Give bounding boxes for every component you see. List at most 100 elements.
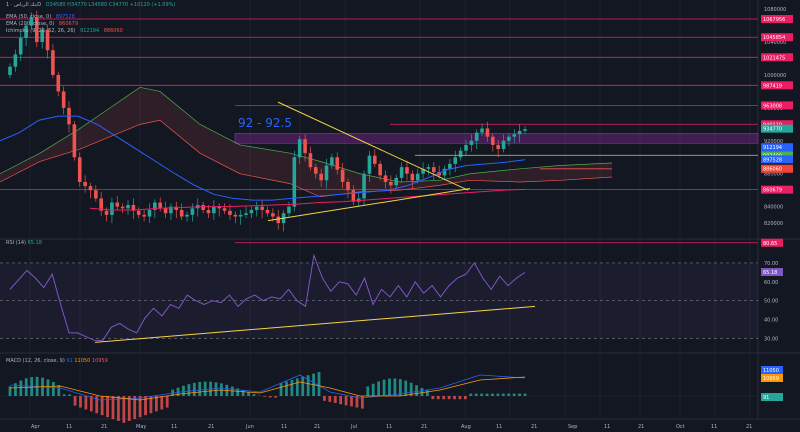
price-label-text: 934770 <box>763 127 782 133</box>
candle-body <box>458 150 463 158</box>
candle-body <box>399 167 404 178</box>
candle-body <box>185 214 189 217</box>
macd-histogram-bar <box>176 387 180 396</box>
candle-body <box>51 50 55 75</box>
macd-histogram-bar <box>8 386 12 396</box>
macd-histogram-bar <box>144 396 147 416</box>
price-label-text: 886060 <box>763 167 782 173</box>
price-label-box <box>761 185 793 194</box>
candle-body <box>147 209 152 217</box>
ichimoku-span-b <box>0 119 613 198</box>
candle-body <box>35 17 39 43</box>
macd-histogram-bar <box>165 396 169 408</box>
macd-histogram-bar <box>339 396 343 405</box>
rsi-legend[interactable]: RSI (14) 65.18 <box>6 240 42 246</box>
macd-histogram-bar <box>377 381 381 396</box>
macd-histogram-bar <box>350 396 353 407</box>
candle-body <box>378 163 382 176</box>
candle-body <box>367 155 372 174</box>
price-label-box <box>761 33 793 42</box>
resistance-zone <box>234 133 759 144</box>
candle-body <box>45 29 50 51</box>
macd-histogram-bar <box>512 393 516 396</box>
macd-histogram-bar <box>89 396 93 412</box>
macd-label-box <box>761 393 783 401</box>
macd-label-box <box>761 374 783 382</box>
ichimoku-cloud <box>0 87 612 197</box>
macd-histogram-bar <box>501 393 505 396</box>
price-label-text: 1021475 <box>763 55 785 61</box>
macd-histogram-bar <box>279 383 283 396</box>
candle-body <box>276 216 281 224</box>
rsi-tick-label: 40.00 <box>764 318 778 324</box>
ichimoku-span-a <box>0 86 613 183</box>
price-label-box <box>761 81 793 90</box>
price-label-text: 963008 <box>763 103 782 109</box>
price-label-box <box>761 124 793 133</box>
macd-label-text: 10959 <box>763 376 779 382</box>
macd-histogram-bar <box>149 396 153 414</box>
ichimoku-legend[interactable]: Ichimoku (9, 26, 52, 26, 26) 912194 8860… <box>6 28 126 35</box>
ema50-legend[interactable]: EMA (50, close, 0) 897528 <box>6 14 78 21</box>
candle-body <box>222 208 227 211</box>
macd-histogram-bar <box>382 379 386 396</box>
macd-histogram-bar <box>263 396 267 397</box>
candle-body <box>99 198 103 211</box>
zone-annotation: 92 - 92.5 <box>238 116 292 130</box>
price-label-box <box>761 53 793 62</box>
macd-legend[interactable]: MACD (12, 26, close, 9) 91 11050 10959 <box>6 358 108 364</box>
macd-histogram-bar <box>79 396 82 408</box>
macd-histogram-bar <box>388 378 391 396</box>
macd-label-box <box>761 366 783 374</box>
symbol-legend: بنك الرياض · 1D O34580 H34770 L34580 C34… <box>6 2 178 9</box>
triangle-upper-line <box>277 101 469 191</box>
ema200-legend[interactable]: EMA (200, close, 0) 860679 <box>6 21 81 28</box>
candle-body <box>88 186 93 191</box>
candle-body <box>94 190 98 199</box>
candle-body <box>351 190 356 202</box>
symbol-name: بنك الرياض · 1D <box>6 2 42 8</box>
time-tick-label: 11 <box>604 424 610 430</box>
macd-histogram-bar <box>366 386 370 396</box>
macd-histogram-bar <box>182 385 185 396</box>
macd-histogram-bar <box>453 396 456 400</box>
time-tick-label: 21 <box>101 424 107 430</box>
rsi-label: RSI (14) <box>6 240 26 246</box>
candle-body <box>480 128 484 133</box>
candle-body <box>271 213 275 217</box>
price-label-box <box>761 101 793 110</box>
macd-histogram-bar <box>415 385 418 396</box>
macd-histogram-bar <box>241 390 245 396</box>
time-tick-label: 11 <box>496 424 502 430</box>
macd-histogram-bar <box>431 396 435 400</box>
candle-body <box>244 213 248 215</box>
macd-histogram-bar <box>57 385 61 396</box>
macd-histogram-bar <box>68 394 72 396</box>
ema50-value: 897528 <box>55 14 75 20</box>
candle-body <box>120 206 125 209</box>
candle-body <box>153 202 157 210</box>
macd-histogram-bar <box>192 382 196 396</box>
macd-histogram-bar <box>138 396 142 418</box>
candle-body <box>410 173 415 181</box>
time-tick-label: 11 <box>711 424 717 430</box>
candle-body <box>61 91 66 108</box>
candle-body <box>303 139 307 154</box>
candle-body <box>389 181 393 186</box>
candle-body <box>254 206 259 210</box>
macd-histogram-bar <box>100 396 104 416</box>
candle-body <box>442 168 447 176</box>
time-tick-label: 11 <box>66 424 72 430</box>
candle-body <box>265 209 270 214</box>
candle-body <box>179 209 184 217</box>
macd-histogram-bar <box>62 394 66 396</box>
candle-body <box>163 208 168 214</box>
macd-histogram-bar <box>323 396 326 401</box>
macd-histogram-bar <box>469 393 473 396</box>
macd-signal-line <box>9 376 526 401</box>
candle-body <box>77 157 82 182</box>
candle-body <box>437 172 441 176</box>
candle-body <box>340 169 345 182</box>
macd-histogram-bar <box>46 379 50 396</box>
